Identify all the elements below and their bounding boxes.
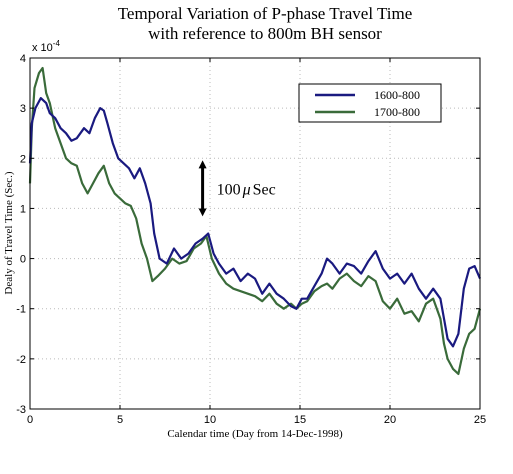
grid <box>30 58 480 409</box>
legend-box <box>298 83 442 123</box>
legend-label-1600-800: 1600-800 <box>374 88 420 102</box>
y-tick-label: 3 <box>20 103 26 115</box>
y-tick-label: -2 <box>16 354 26 366</box>
x-tick-label: 5 <box>117 414 123 426</box>
x-axis-label: Calendar time (Day from 14-Dec-1998) <box>167 428 343 440</box>
legend-label-1700-800: 1700-800 <box>374 105 420 119</box>
y-axis-label: Dealy of Travel Time (Sec.) <box>3 171 15 294</box>
series-line-1700-800 <box>28 66 482 375</box>
y-tick-label: -3 <box>16 404 26 416</box>
x-tick-label: 0 <box>27 414 33 426</box>
series-line-1600-800 <box>28 96 482 348</box>
annotation-100-microsec: 100 μ Sec <box>198 160 276 217</box>
x-tick-label: 25 <box>474 414 486 426</box>
y-tick-label: -1 <box>16 304 26 316</box>
series-group <box>28 66 482 375</box>
y-tick-label: 1 <box>20 203 26 215</box>
y-tick-label: 2 <box>20 153 26 165</box>
y-tick-label: 0 <box>20 254 26 266</box>
annotation-text: 100 μ Sec <box>217 181 276 198</box>
y-multiplier-label: x 10-4 <box>32 39 60 54</box>
chart-title-line2: with reference to 800m BH sensor <box>148 24 382 43</box>
x-tick-label: 15 <box>294 414 306 426</box>
x-tick-label: 20 <box>384 414 396 426</box>
ticks: 0 5 10 15 20 25 -3 -2 -1 0 1 2 3 4 <box>16 53 486 426</box>
x-tick-label: 10 <box>204 414 216 426</box>
legend: 1600-800 1700-800 <box>298 83 442 123</box>
y-tick-label: 4 <box>20 53 26 65</box>
plot-frame <box>29 57 481 410</box>
chart-title-line1: Temporal Variation of P-phase Travel Tim… <box>118 4 413 23</box>
